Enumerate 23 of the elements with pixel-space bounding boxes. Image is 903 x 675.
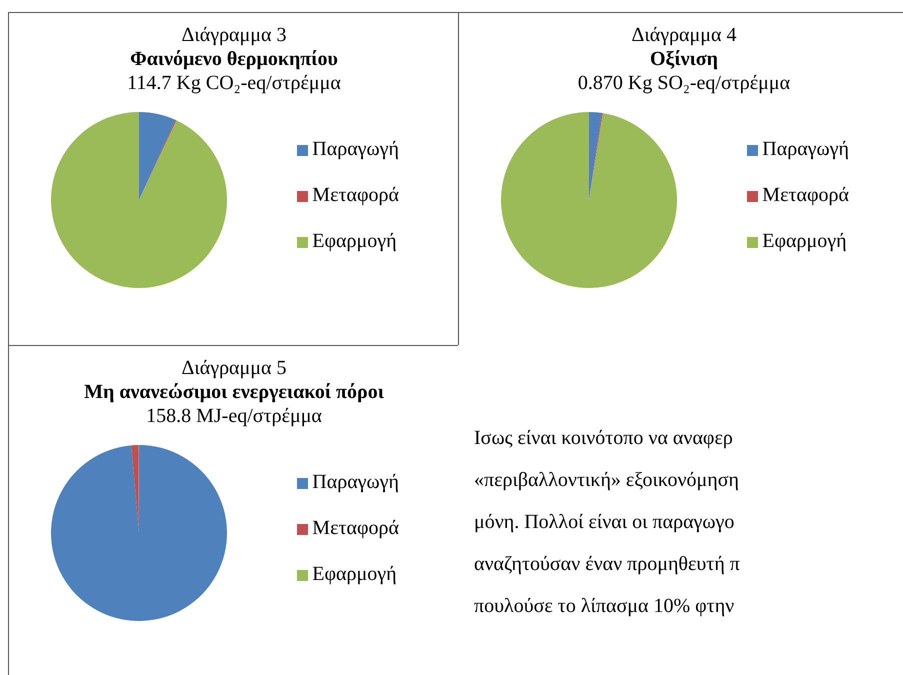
chart-subtitle: 0.870 Kg SO₂-eq/στρέμμα [576, 71, 792, 95]
text: πουλούσε το λίπασμα 10% φτην [474, 594, 736, 619]
text: Διάγραμμα 3 [180, 23, 288, 47]
legend-label: Εφαρμογή [312, 563, 397, 585]
chart-title: Φαινόμενο θερμοκηπίου [129, 47, 339, 71]
chart-title: Οξίνιση [648, 47, 720, 71]
chart-subtitle: 158.8 MJ-eq/στρέμμα [145, 404, 323, 428]
chart-subtitle: 114.7 Kg CO₂-eq/στρέμμα [126, 71, 342, 95]
chart-title: Μη ανανεώσιμοι ενεργειακοί πόροι [83, 380, 385, 404]
legend-label: Μεταφορά [312, 184, 399, 206]
text: μόνη. Πολλοί είναι οι παραγωγο [474, 510, 736, 535]
text: Ισως είναι κοινότοπο να αναφερ [474, 426, 734, 451]
legend-label: Παραγωγή [762, 138, 849, 160]
legend-label: Εφαρμογή [762, 230, 847, 252]
text: «περιβαλλοντική» εξοικονόμηση [474, 468, 740, 493]
text: Διάγραμμα 5 [180, 356, 288, 380]
legend-label: Παραγωγή [312, 471, 399, 493]
legend-label: Μεταφορά [312, 517, 399, 539]
text: Διάγραμμα 4 [630, 23, 738, 47]
legend-label: Παραγωγή [312, 138, 399, 160]
legend-label: Εφαρμογή [312, 230, 397, 252]
legend-label: Μεταφορά [762, 184, 849, 206]
text: αναζητούσαν έναν προμηθευτή π [474, 552, 741, 577]
